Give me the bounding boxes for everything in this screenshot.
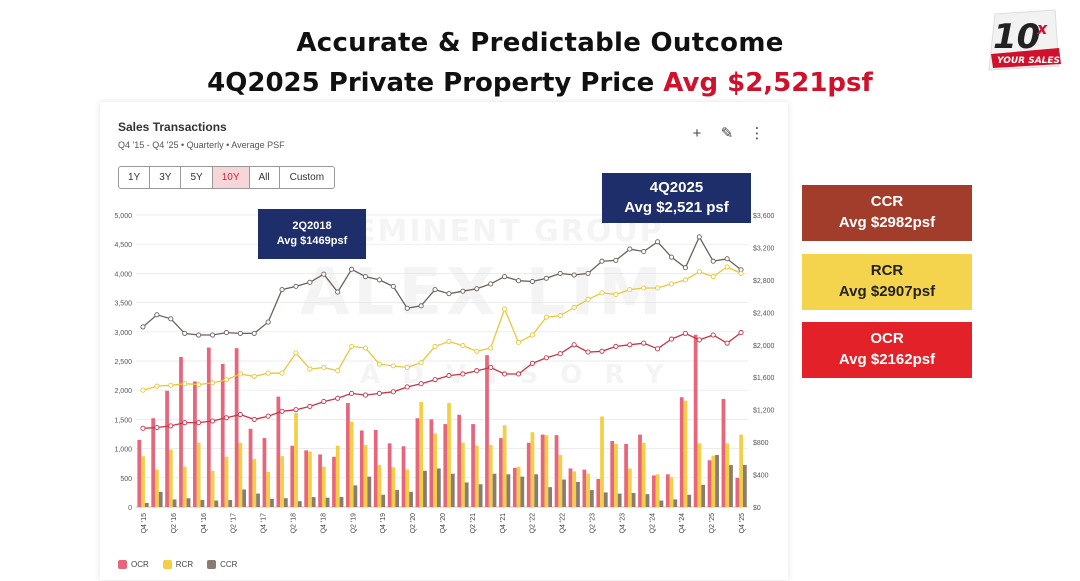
annotation-2q2018-quarter: 2Q2018 xyxy=(292,220,332,232)
headline-subtitle-prefix: 4Q2025 Private Property Price xyxy=(207,68,664,98)
region-ccr-card: CCR Avg $2982psf xyxy=(802,185,972,241)
headline-title: Accurate & Predictable Outcome xyxy=(296,28,784,58)
watermark-line2: ALEX LIM xyxy=(300,256,666,330)
headline-subtitle-accent: Avg $2,521psf xyxy=(663,68,873,98)
annotation-2q2018-price: Avg $1469psf xyxy=(276,235,348,247)
region-rcr-card: RCR Avg $2907psf xyxy=(802,254,972,310)
region-ocr-name: OCR xyxy=(870,330,904,347)
legend-swatch-ccr xyxy=(207,560,217,569)
logo-x: x xyxy=(1036,19,1048,38)
range-button-custom[interactable]: Custom xyxy=(289,172,325,183)
pen-icon[interactable]: ✎ xyxy=(720,125,734,142)
chart-toolbar: + ✎ ⋮ xyxy=(682,124,772,142)
range-button-all[interactable]: All xyxy=(250,167,280,188)
brand-logo: 10 x YOUR SALES xyxy=(988,9,1061,71)
legend-label-ocr: OCR xyxy=(131,560,149,569)
legend-item-ocr[interactable]: OCR xyxy=(118,560,149,569)
logo-tagline: YOUR SALES xyxy=(997,56,1060,66)
more-vertical-icon[interactable]: ⋮ xyxy=(749,125,765,142)
region-rcr-value: Avg $2907psf xyxy=(838,283,936,300)
legend-swatch-ocr xyxy=(118,560,127,569)
range-button-5y[interactable]: 5Y xyxy=(181,167,213,188)
region-ccr-name: CCR xyxy=(870,193,904,210)
range-button-1y[interactable]: 1Y xyxy=(119,167,151,188)
chart-subtitle: Q4 '15 - Q4 '25 • Quarterly • Average PS… xyxy=(118,140,285,150)
annotation-2q2018: 2Q2018 Avg $1469psf xyxy=(258,209,366,259)
region-ocr-value: Avg $2162psf xyxy=(838,351,936,368)
legend-swatch-rcr xyxy=(162,560,172,569)
chart-legend: OCR RCR CCR xyxy=(118,560,237,569)
range-button-3y[interactable]: 3Y xyxy=(150,167,182,188)
watermark-line3: ADVISORY xyxy=(360,360,686,390)
legend-item-ccr[interactable]: CCR xyxy=(207,560,237,569)
annotation-4q2025-price: Avg $2,521 psf xyxy=(624,199,729,216)
chart-title: Sales Transactions xyxy=(118,120,227,134)
range-selector: 1Y 3Y 5Y 10Y All Custom xyxy=(118,166,336,189)
legend-label-ccr: CCR xyxy=(220,560,238,569)
legend-item-rcr[interactable]: RCR xyxy=(162,560,194,569)
logo-number: 10 xyxy=(993,17,1040,57)
annotation-4q2025-quarter: 4Q2025 xyxy=(649,179,704,196)
legend-label-rcr: RCR xyxy=(175,560,194,569)
range-button-10y[interactable]: 10Y xyxy=(212,167,250,188)
annotation-4q2025: 4Q2025 Avg $2,521 psf xyxy=(602,173,751,223)
plus-icon[interactable]: + xyxy=(692,125,702,142)
region-ocr-card: OCR Avg $2162psf xyxy=(802,322,972,378)
region-rcr-name: RCR xyxy=(870,262,904,279)
region-ccr-value: Avg $2982psf xyxy=(838,214,936,231)
headline-subtitle: 4Q2025 Private Property Price Avg $2,521… xyxy=(0,68,1080,98)
